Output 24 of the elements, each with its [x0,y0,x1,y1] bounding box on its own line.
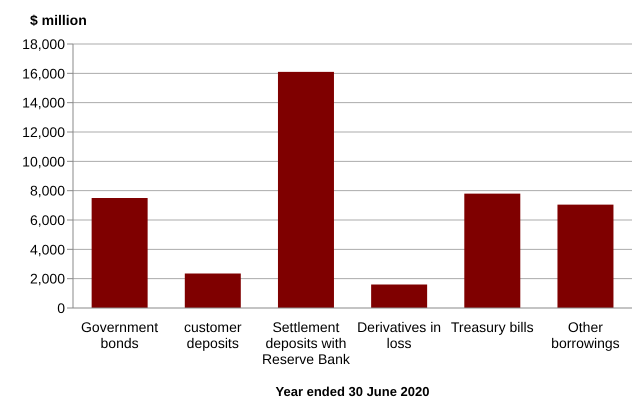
x-tick-label: Settlement deposits with Reserve Bank [262,319,351,367]
x-tick-label: Treasury bills [450,319,534,335]
bar [278,72,334,308]
x-tick-label: Other borrowings [551,319,620,351]
y-tick-label: 4,000 [30,241,66,258]
y-tick-label: 2,000 [30,270,66,287]
bar [184,274,241,308]
y-tick-label: 18,000 [22,36,66,52]
x-tick-label: customer deposits [184,319,242,351]
y-tick-label: 12,000 [22,124,66,140]
bar [371,284,428,308]
bar [464,194,520,308]
y-tick-label: 0 [57,300,66,316]
x-axis-title: Year ended 30 June 2020 [274,384,430,399]
y-tick-label: 6,000 [30,212,66,228]
y-tick-label: 10,000 [22,153,66,170]
bar [557,204,614,308]
y-tick-label: 16,000 [22,65,66,82]
x-tick-label: Derivatives in loss [357,319,442,351]
y-tick-label: 8,000 [30,182,66,199]
y-axis-title: $ million [30,12,87,28]
x-tick-label: Government bonds [81,319,158,351]
y-tick-label: 14,000 [22,94,66,111]
bar [92,198,148,308]
